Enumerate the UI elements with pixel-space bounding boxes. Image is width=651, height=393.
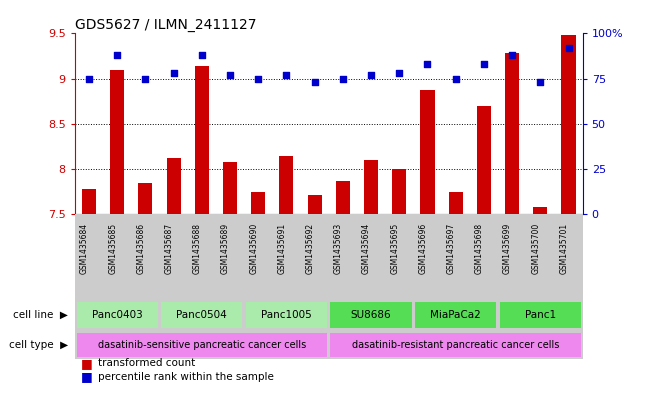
Text: GSM1435701: GSM1435701 [560,223,568,274]
Bar [223,162,237,215]
Bar [449,192,463,215]
Text: cell line  ▶: cell line ▶ [14,310,68,320]
Bar [82,189,96,215]
Text: GSM1435698: GSM1435698 [475,223,484,274]
Text: GSM1435690: GSM1435690 [249,223,258,274]
Bar [251,192,266,215]
Text: ■: ■ [81,370,93,384]
Point [84,75,94,82]
Point [309,79,320,85]
Point [563,45,574,51]
Bar [505,53,519,215]
Point [422,61,433,67]
Point [112,52,122,58]
Bar [139,183,152,215]
FancyBboxPatch shape [415,302,496,328]
FancyBboxPatch shape [331,302,411,328]
Text: GSM1435692: GSM1435692 [306,223,314,274]
Text: GSM1435684: GSM1435684 [80,223,89,274]
Point [281,72,292,78]
Point [450,75,461,82]
Point [253,75,264,82]
Bar [477,106,491,215]
Bar [336,181,350,215]
FancyBboxPatch shape [246,302,327,328]
Text: GSM1435686: GSM1435686 [137,223,145,274]
Point [338,75,348,82]
Text: GSM1435693: GSM1435693 [334,223,343,274]
Point [478,61,489,67]
Text: GSM1435687: GSM1435687 [165,223,174,274]
Text: GSM1435694: GSM1435694 [362,223,371,274]
FancyBboxPatch shape [500,302,581,328]
Text: dasatinib-sensitive pancreatic cancer cells: dasatinib-sensitive pancreatic cancer ce… [98,340,306,350]
Text: cell type  ▶: cell type ▶ [9,340,68,350]
Point [535,79,546,85]
Text: GSM1435691: GSM1435691 [277,223,286,274]
Text: GSM1435688: GSM1435688 [193,223,202,274]
Text: GDS5627 / ILMN_2411127: GDS5627 / ILMN_2411127 [75,18,256,32]
Text: GSM1435685: GSM1435685 [108,223,117,274]
Text: GSM1435689: GSM1435689 [221,223,230,274]
Text: GSM1435696: GSM1435696 [419,223,428,274]
Bar [195,66,209,215]
Text: transformed count: transformed count [98,358,195,368]
Bar [279,156,294,215]
Bar [421,90,435,215]
Text: GSM1435700: GSM1435700 [531,223,540,274]
Point [169,70,179,76]
Bar [533,207,547,215]
Text: Panc1: Panc1 [525,310,556,320]
Text: SU8686: SU8686 [351,310,391,320]
Bar [364,160,378,215]
FancyBboxPatch shape [77,302,158,328]
Text: dasatinib-resistant pancreatic cancer cells: dasatinib-resistant pancreatic cancer ce… [352,340,559,350]
Text: percentile rank within the sample: percentile rank within the sample [98,372,273,382]
Point [366,72,376,78]
Text: GSM1435699: GSM1435699 [503,223,512,274]
Point [225,72,235,78]
Text: Panc1005: Panc1005 [261,310,312,320]
Text: GSM1435695: GSM1435695 [391,223,399,274]
Text: GSM1435697: GSM1435697 [447,223,456,274]
Bar [392,169,406,215]
Bar [110,70,124,215]
Text: ■: ■ [81,356,93,370]
Point [394,70,404,76]
Point [197,52,207,58]
Text: MiaPaCa2: MiaPaCa2 [430,310,481,320]
Bar [307,195,322,215]
Text: Panc0403: Panc0403 [92,310,143,320]
FancyBboxPatch shape [77,333,327,356]
Text: Panc0504: Panc0504 [176,310,227,320]
FancyBboxPatch shape [161,302,242,328]
Bar [561,35,575,215]
Point [507,52,518,58]
Point [140,75,150,82]
Bar [167,158,181,215]
FancyBboxPatch shape [331,333,581,356]
